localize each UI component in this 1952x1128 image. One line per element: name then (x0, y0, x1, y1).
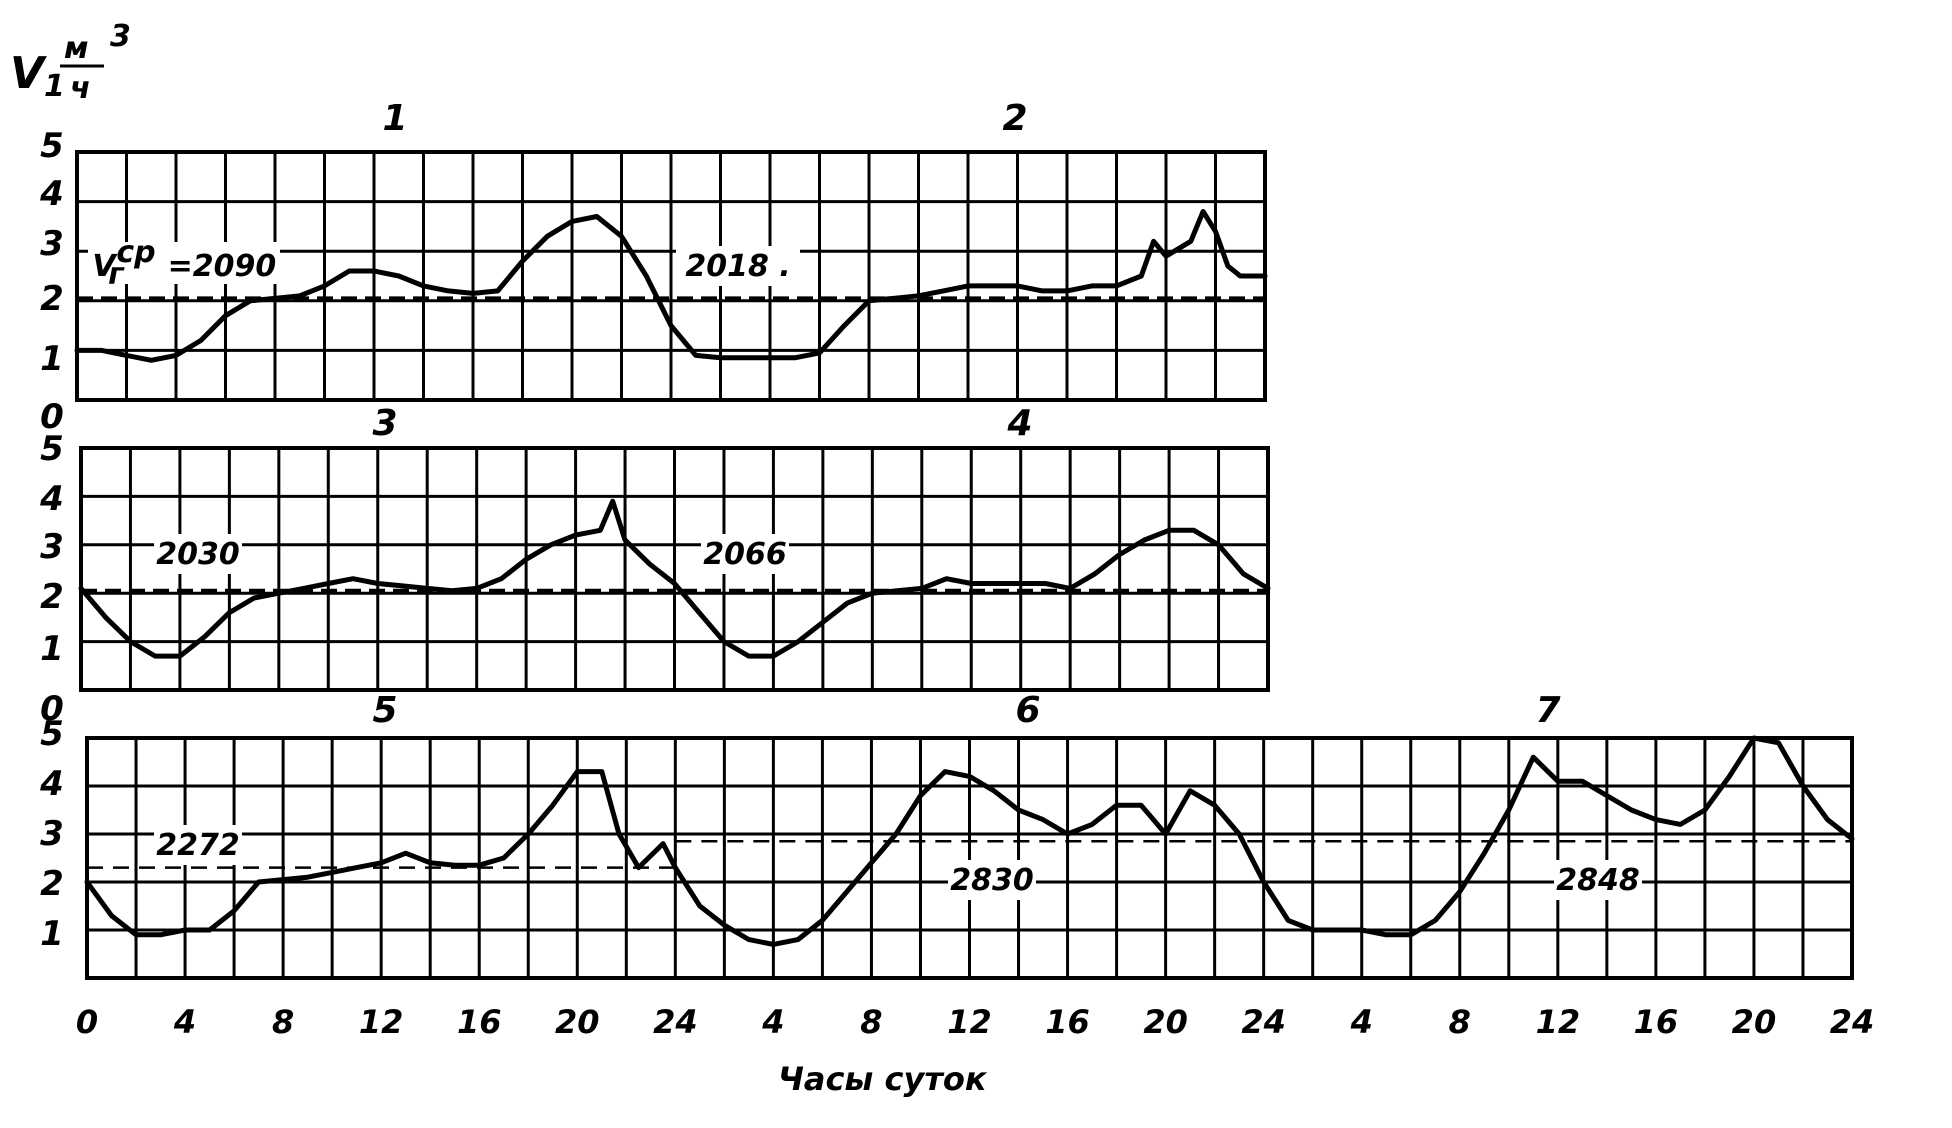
y-tick-label: 3 (40, 814, 64, 854)
avg-label-subscript: г (108, 257, 125, 292)
y-tick-label: 4 (39, 479, 64, 519)
y-tick-label: 4 (39, 174, 64, 214)
avg-label-superscript: ср (116, 235, 155, 270)
y-tick-label: 4 (39, 764, 64, 804)
x-tick-label: 8 (272, 1003, 294, 1041)
y-tick-label: 2 (40, 864, 64, 904)
y-axis-symbol: V (10, 48, 47, 99)
avg-label-bg (948, 860, 1036, 900)
grid (81, 448, 1268, 690)
avg-label-value: =2090 (168, 249, 277, 284)
x-tick-label: 20 (1732, 1003, 1777, 1041)
y-axis-unit-power: 3 (110, 19, 131, 54)
x-tick-label: 24 (1241, 1003, 1286, 1041)
avg-label: 2066 (703, 537, 787, 572)
y-tick-label: 1 (40, 339, 64, 379)
x-tick-label: 24 (653, 1003, 698, 1041)
flow-series-line (78, 498, 1271, 659)
y-tick-label: 0 (40, 397, 64, 437)
y-tick-label: 2 (40, 279, 64, 319)
plot-frame (79, 446, 1270, 692)
avg-label-bg (1554, 860, 1642, 900)
day-number-label: 4 (1006, 403, 1032, 444)
avg-label: 2030 (156, 537, 240, 572)
x-tick-label: 16 (1634, 1003, 1679, 1041)
x-tick-label: 20 (1143, 1003, 1188, 1041)
day-number-label: 6 (1015, 690, 1040, 731)
y-tick-label: 5 (40, 429, 64, 469)
day-number-label: 1 (382, 98, 407, 139)
x-tick-label: 4 (1350, 1003, 1373, 1041)
x-tick-label: 16 (457, 1003, 502, 1041)
avg-label-bg (154, 825, 242, 865)
plot-frame (85, 736, 1854, 980)
y-tick-label: 2 (40, 577, 64, 617)
chart-panel-middle: 0 1 2 3 4 5 3 4 2030 2066 (39, 403, 1271, 729)
x-tick-label: 16 (1045, 1003, 1090, 1041)
avg-label-bg (701, 534, 789, 574)
y-axis-unit-denominator: ч (70, 71, 91, 106)
x-tick-label: 8 (860, 1003, 882, 1041)
y-tick-label: 1 (40, 629, 64, 669)
flow-series-line (84, 735, 1855, 947)
y-tick-label: 3 (40, 224, 64, 264)
day-number-label: 3 (372, 403, 397, 444)
x-tick-label: 20 (555, 1003, 600, 1041)
avg-label: 2018 . (685, 249, 790, 284)
y-axis-title: V 1 м ч 3 (10, 19, 131, 106)
x-tick-label: 12 (1536, 1003, 1581, 1041)
avg-label: 2848 (1556, 863, 1640, 898)
x-tick-label: 12 (947, 1003, 992, 1041)
x-tick-label: 24 (1830, 1003, 1875, 1041)
x-tick-label: 8 (1449, 1003, 1471, 1041)
avg-label-bg (676, 246, 800, 286)
flow-series-line (74, 209, 1268, 363)
x-axis-title: Часы суток (778, 1060, 988, 1098)
avg-label-symbol: V (92, 249, 118, 284)
x-tick-label: 12 (359, 1003, 404, 1041)
avg-label: 2272 (156, 828, 240, 863)
avg-label-bg (154, 534, 242, 574)
y-axis-unit-numerator: м (64, 31, 89, 66)
day-number-label: 5 (372, 690, 397, 731)
y-tick-label: 5 (40, 714, 64, 754)
y-tick-label: 5 (40, 126, 64, 166)
day-number-label: 7 (1535, 690, 1560, 731)
y-tick-label: 3 (40, 527, 64, 567)
day-number-label: 2 (1002, 98, 1027, 139)
y-tick-label: 1 (40, 914, 64, 954)
x-tick-label: 0 (76, 1003, 98, 1041)
y-tick-label: 0 (40, 689, 64, 729)
avg-label-bg (88, 242, 280, 284)
x-tick-label: 4 (173, 1003, 196, 1041)
x-tick-label: 4 (761, 1003, 784, 1041)
y-axis-subscript: 1 (44, 69, 65, 104)
avg-label: 2830 (950, 863, 1034, 898)
